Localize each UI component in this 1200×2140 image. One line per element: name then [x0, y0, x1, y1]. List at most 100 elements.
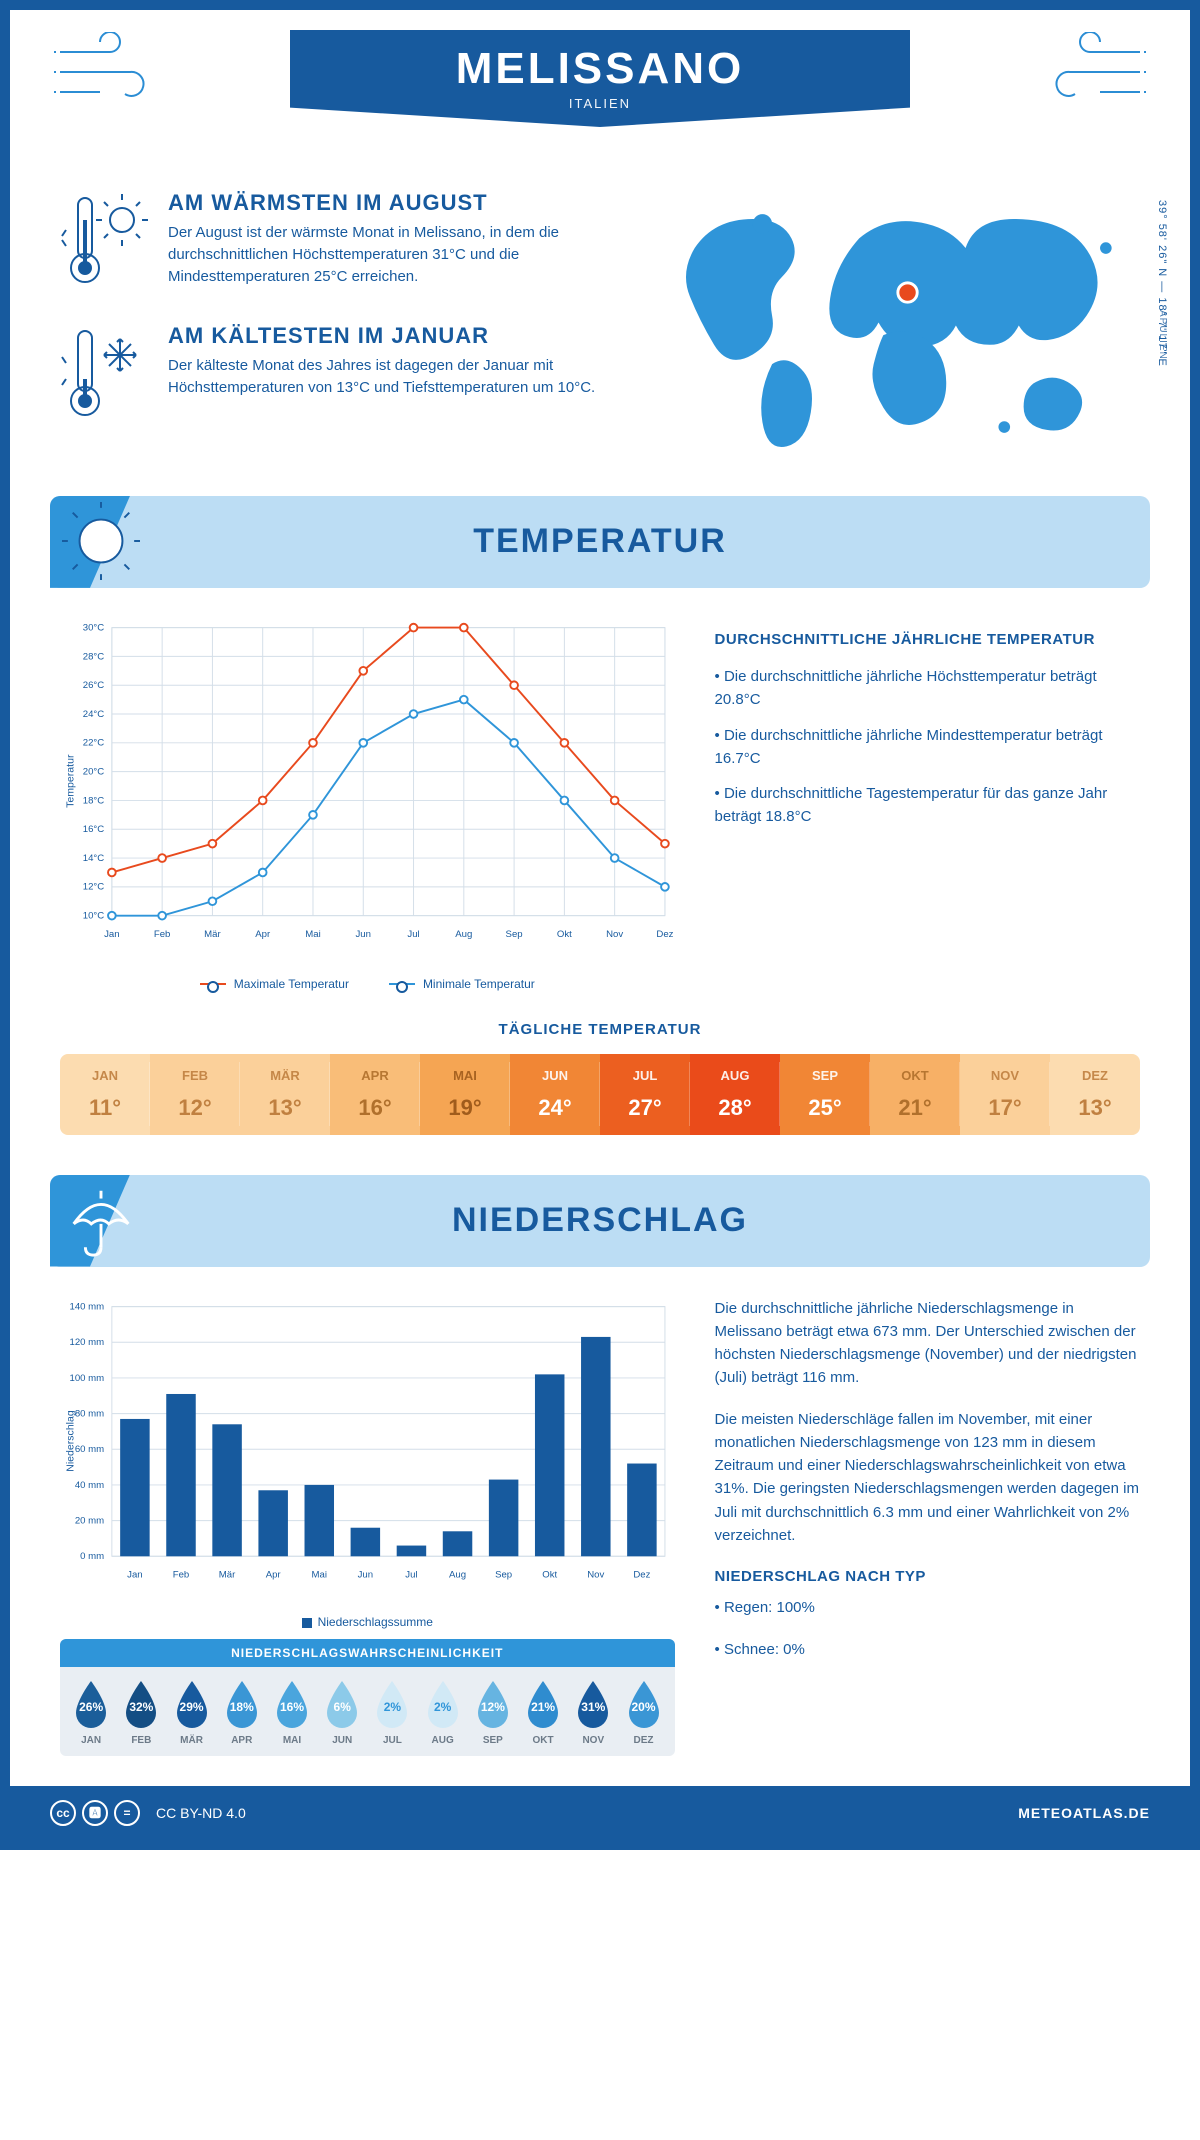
thermometer-snow-icon — [60, 323, 150, 428]
temp-bullet: • Die durchschnittliche Tagestemperatur … — [715, 782, 1140, 829]
fact-cold-text: Der kälteste Monat des Jahres ist dagege… — [168, 355, 616, 399]
probability-cell: 6% JUN — [319, 1679, 365, 1746]
daily-temp-strip: JAN11°FEB12°MÄR13°APR16°MAI19°JUN24°JUL2… — [60, 1054, 1140, 1135]
drop-icon: 32% — [120, 1679, 162, 1731]
precipitation-legend: Niederschlagssumme — [60, 1615, 675, 1629]
precip-type-bullet: • Schnee: 0% — [715, 1638, 1140, 1661]
legend-max-label: Maximale Temperatur — [234, 977, 349, 991]
svg-text:28°C: 28°C — [83, 651, 105, 662]
map-column: 39° 58' 26" N — 18° 7' 17" E APULIEN — [656, 190, 1140, 466]
svg-text:Nov: Nov — [606, 929, 623, 940]
precip-type-title: NIEDERSCHLAG NACH TYP — [715, 1565, 1140, 1588]
svg-text:40 mm: 40 mm — [75, 1479, 104, 1490]
svg-text:26°C: 26°C — [83, 680, 105, 691]
svg-text:Jun: Jun — [358, 1569, 373, 1580]
daily-temp-cell: MÄR13° — [240, 1054, 330, 1135]
svg-text:140 mm: 140 mm — [70, 1301, 105, 1312]
svg-text:Feb: Feb — [173, 1569, 190, 1580]
facts-column: AM WÄRMSTEN IM AUGUST Der August ist der… — [60, 190, 616, 466]
svg-text:80 mm: 80 mm — [75, 1408, 104, 1419]
svg-text:Aug: Aug — [455, 929, 472, 940]
probability-box: NIEDERSCHLAGSWAHRSCHEINLICHKEIT 26% JAN … — [60, 1639, 675, 1756]
daily-temp-title: TÄGLICHE TEMPERATUR — [60, 1021, 1140, 1038]
svg-text:Aug: Aug — [449, 1569, 466, 1580]
probability-cell: 32% FEB — [118, 1679, 164, 1746]
temperature-row: 10°C12°C14°C16°C18°C20°C22°C24°C26°C28°C… — [10, 588, 1190, 1011]
drop-icon: 26% — [70, 1679, 112, 1731]
page: MELISSANO ITALIEN — [0, 0, 1200, 1850]
drop-icon: 12% — [472, 1679, 514, 1731]
svg-text:Mai: Mai — [312, 1569, 327, 1580]
drop-icon: 21% — [522, 1679, 564, 1731]
precip-text: Die meisten Niederschläge fallen im Nove… — [715, 1408, 1140, 1548]
temp-bullet: • Die durchschnittliche jährliche Höchst… — [715, 665, 1140, 712]
footer-brand: METEOATLAS.DE — [1018, 1805, 1150, 1821]
license-text: CC BY-ND 4.0 — [156, 1805, 246, 1821]
daily-temp-cell: NOV17° — [960, 1054, 1050, 1135]
precipitation-summary: Die durchschnittliche jährliche Niedersc… — [715, 1297, 1140, 1756]
daily-temp-cell: MAI19° — [420, 1054, 510, 1135]
fact-warmest: AM WÄRMSTEN IM AUGUST Der August ist der… — [60, 190, 616, 295]
svg-text:Apr: Apr — [255, 929, 271, 940]
svg-text:Jul: Jul — [407, 929, 419, 940]
svg-text:Apr: Apr — [266, 1569, 282, 1580]
svg-text:Sep: Sep — [495, 1569, 512, 1580]
precipitation-heading: NIEDERSCHLAG — [452, 1201, 748, 1240]
probability-cell: 12% SEP — [470, 1679, 516, 1746]
temp-bullet: • Die durchschnittliche jährliche Mindes… — [715, 724, 1140, 771]
fact-cold-title: AM KÄLTESTEN IM JANUAR — [168, 323, 616, 349]
svg-text:Temperatur: Temperatur — [64, 754, 76, 808]
svg-text:18°C: 18°C — [83, 795, 105, 806]
temperature-legend: Maximale Temperatur Minimale Temperatur — [60, 977, 675, 991]
drop-icon: 29% — [171, 1679, 213, 1731]
daily-temp-cell: JUL27° — [600, 1054, 690, 1135]
daily-temp-section: TÄGLICHE TEMPERATUR JAN11°FEB12°MÄR13°AP… — [10, 1011, 1190, 1175]
title-banner: MELISSANO ITALIEN — [290, 30, 910, 127]
svg-text:16°C: 16°C — [83, 824, 105, 835]
daily-temp-cell: SEP25° — [780, 1054, 870, 1135]
precip-text: Die durchschnittliche jährliche Niedersc… — [715, 1297, 1140, 1390]
svg-text:Jan: Jan — [104, 929, 119, 940]
daily-temp-cell: AUG28° — [690, 1054, 780, 1135]
world-map-icon — [656, 190, 1140, 466]
svg-text:30°C: 30°C — [83, 622, 105, 633]
probability-cell: 29% MÄR — [168, 1679, 214, 1746]
fact-warm-text: Der August ist der wärmste Monat in Meli… — [168, 222, 616, 287]
temp-summary-title: DURCHSCHNITTLICHE JÄHRLICHE TEMPERATUR — [715, 628, 1140, 651]
svg-text:60 mm: 60 mm — [75, 1444, 104, 1455]
svg-text:Jul: Jul — [405, 1569, 417, 1580]
drop-icon: 16% — [271, 1679, 313, 1731]
svg-text:Nov: Nov — [587, 1569, 604, 1580]
header: MELISSANO ITALIEN — [10, 10, 1190, 180]
daily-temp-cell: APR16° — [330, 1054, 420, 1135]
probability-cell: 31% NOV — [570, 1679, 616, 1746]
daily-temp-cell: JUN24° — [510, 1054, 600, 1135]
daily-temp-cell: JAN11° — [60, 1054, 150, 1135]
umbrella-icon — [62, 1181, 140, 1259]
svg-text:Niederschlag: Niederschlag — [64, 1410, 76, 1472]
svg-text:Dez: Dez — [656, 929, 673, 940]
region-label: APULIEN — [1157, 310, 1168, 360]
svg-text:Mai: Mai — [305, 929, 320, 940]
svg-text:Dez: Dez — [633, 1569, 650, 1580]
legend-min-label: Minimale Temperatur — [423, 977, 535, 991]
svg-text:Jun: Jun — [356, 929, 371, 940]
by-icon: 🅰 — [82, 1800, 108, 1826]
section-banner-temperature: TEMPERATUR — [50, 496, 1150, 588]
probability-title: NIEDERSCHLAGSWAHRSCHEINLICHKEIT — [60, 1639, 675, 1667]
probability-cell: 20% DEZ — [620, 1679, 666, 1746]
svg-text:Okt: Okt — [557, 929, 572, 940]
svg-text:120 mm: 120 mm — [70, 1337, 105, 1348]
svg-text:0 mm: 0 mm — [80, 1551, 104, 1562]
map-marker-icon — [898, 283, 917, 302]
svg-text:20°C: 20°C — [83, 766, 105, 777]
intro-section: AM WÄRMSTEN IM AUGUST Der August ist der… — [10, 180, 1190, 496]
probability-cell: 16% MAI — [269, 1679, 315, 1746]
probability-strip: 26% JAN 32% FEB 29% MÄR 18% APR 16% MAI … — [60, 1667, 675, 1756]
daily-temp-cell: DEZ13° — [1050, 1054, 1140, 1135]
probability-cell: 18% APR — [219, 1679, 265, 1746]
svg-text:Mär: Mär — [204, 929, 221, 940]
drop-icon: 2% — [422, 1679, 464, 1731]
wind-icon — [50, 32, 170, 117]
probability-cell: 2% AUG — [420, 1679, 466, 1746]
